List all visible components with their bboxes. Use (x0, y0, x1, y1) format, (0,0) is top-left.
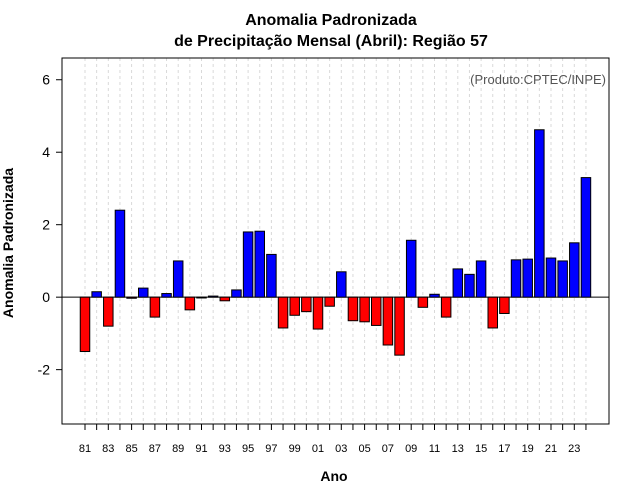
bar-91 (196, 296, 207, 299)
bar-82 (91, 291, 102, 298)
bar-86 (138, 287, 149, 298)
x-tick-label: 93 (219, 443, 231, 455)
x-tick-label: 89 (172, 443, 184, 455)
grid-lines (84, 58, 587, 424)
x-tick-label: 01 (312, 443, 324, 455)
bar-13 (452, 268, 464, 298)
bar-08 (394, 296, 405, 356)
bar-03 (336, 271, 347, 298)
bar-15 (475, 260, 487, 298)
bar-85 (126, 296, 137, 299)
chart-title-line-2: de Precipitação Mensal (Abril): Região 5… (174, 33, 488, 50)
y-axis: -2 0 2 4 6 (38, 72, 62, 378)
x-tick-label: 83 (102, 443, 114, 455)
bar-16 (487, 296, 498, 329)
bar-24 (580, 177, 592, 298)
y-axis-title: Anomalia Padronizada (0, 168, 16, 318)
bar-88 (161, 293, 172, 298)
bar-92 (207, 295, 219, 298)
bar-99 (289, 296, 300, 316)
bar-18 (510, 259, 522, 298)
y-tick-label: 2 (42, 217, 50, 233)
x-axis: 81 83 85 87 89 91 93 95 97 99 01 03 05 07 09 11 13 15 17 19… (79, 424, 587, 455)
y-tick-label: 4 (42, 144, 50, 160)
bar-89 (172, 260, 184, 298)
x-tick-label: 17 (498, 443, 510, 455)
x-tick-label: 13 (452, 443, 464, 455)
bar-98 (277, 296, 289, 329)
bar-94 (231, 289, 242, 298)
x-tick-label: 23 (568, 443, 580, 455)
bar-95 (242, 231, 254, 298)
bar-19 (522, 258, 533, 298)
x-tick-label: 99 (289, 443, 301, 455)
x-tick-label: 05 (358, 443, 370, 455)
x-tick-label: 87 (149, 443, 161, 455)
x-tick-label: 15 (475, 443, 487, 455)
bar-84 (114, 209, 126, 298)
x-tick-label: 85 (125, 443, 137, 455)
bar-21 (545, 257, 557, 298)
bar-01 (312, 296, 324, 330)
bar-02 (324, 296, 335, 307)
chart-title-line-1: Anomalia Padronizada (245, 12, 417, 29)
x-tick-label: 95 (242, 443, 254, 455)
bar-96 (254, 230, 265, 298)
source-annotation: (Produto:CPTEC/INPE) (470, 72, 606, 87)
bar-11 (429, 293, 440, 298)
bar-97 (266, 253, 277, 298)
bar-20 (534, 129, 545, 298)
x-tick-label: 19 (522, 443, 534, 455)
bar-10 (417, 296, 429, 308)
bar-09 (405, 239, 417, 298)
x-tick-label: 91 (195, 443, 207, 455)
x-tick-label: 03 (335, 443, 347, 455)
x-tick-label: 09 (405, 443, 417, 455)
y-tick-label: 6 (42, 72, 50, 88)
bar-07 (382, 296, 394, 346)
bar-93 (219, 296, 231, 302)
bars (79, 129, 592, 356)
x-tick-label: 97 (265, 443, 277, 455)
bar-90 (184, 296, 196, 311)
bar-06 (371, 296, 382, 326)
x-tick-label: 11 (429, 443, 440, 455)
bar-87 (149, 296, 161, 318)
y-tick-label: 0 (42, 289, 50, 305)
bar-22 (557, 260, 568, 298)
bar-17 (499, 296, 510, 314)
bar-83 (103, 296, 114, 327)
x-tick-label: 07 (382, 443, 394, 455)
bar-04 (347, 296, 359, 322)
bar-12 (440, 296, 452, 318)
x-tick-label: 21 (545, 443, 557, 455)
x-axis-title: Ano (320, 468, 347, 484)
x-tick-label: 81 (79, 443, 91, 455)
plot-frame (61, 57, 610, 425)
bar-23 (569, 242, 580, 298)
bar-81 (79, 296, 91, 353)
bar-05 (359, 296, 370, 323)
y-tick-label: -2 (38, 362, 51, 378)
bar-00 (301, 296, 312, 313)
bar-14 (464, 273, 475, 298)
